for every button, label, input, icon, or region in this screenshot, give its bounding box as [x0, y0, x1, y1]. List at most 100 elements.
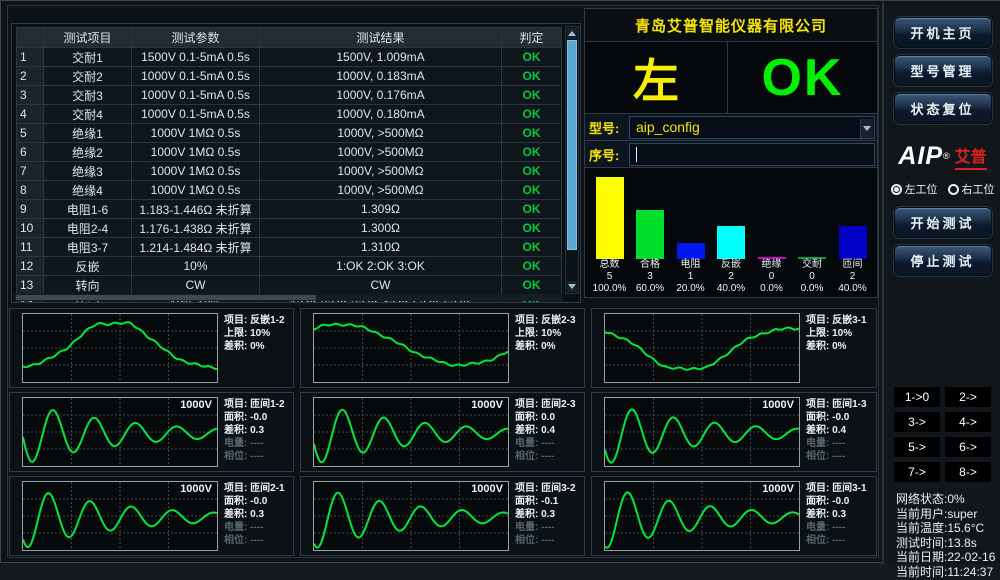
radio-button-icon — [947, 183, 959, 195]
table-row[interactable]: 12 反嵌 10% 1:OK 2:OK 3:OK OK — [16, 257, 562, 276]
voltage-label: 1000V — [471, 399, 503, 411]
wave-label-line: 面积: 0.0 — [515, 412, 556, 423]
bar-percent-label: 100.0% — [592, 283, 627, 294]
serial-row: 序号: — [584, 141, 878, 168]
table-cell: 13 — [16, 276, 44, 295]
table-row[interactable]: 13 转向 CW CW OK — [16, 276, 562, 295]
company-title: 青岛艾普智能仪器有限公司 — [584, 8, 878, 42]
bar — [838, 226, 867, 259]
bar-count-label: 0 — [768, 271, 775, 282]
status-reset-button[interactable]: 状态复位 — [893, 93, 992, 124]
table-cell: 1 — [16, 48, 44, 67]
chevron-down-icon — [863, 125, 871, 131]
model-value: aip_config — [636, 119, 700, 135]
serial-input[interactable] — [629, 142, 875, 166]
vertical-scrollbar[interactable] — [565, 26, 579, 294]
wave-label-line: 差积: 0% — [515, 341, 556, 352]
info-panel: 青岛艾普智能仪器有限公司 左 OK 型号: aip_config 序号: — [584, 8, 878, 298]
table-row[interactable]: 10 电阻2-4 1.176-1.438Ω 未折算 1.300Ω OK — [16, 219, 562, 238]
wave-label-line: 项目: 匝间3-1 — [806, 483, 867, 494]
bar-count-label: 2 — [849, 271, 856, 282]
wave-labels: 项目: 匝间1-3 面积: -0.0 差积: 0.4 电量: ---- 相位: ---- — [800, 397, 874, 467]
home-button[interactable]: 开机主页 — [893, 17, 992, 48]
text-caret — [636, 146, 637, 162]
test-table-panel: 测试项目 测试参数 测试结果 判定 1 交耐1 1500V 0.1-5mA 0.5s 150… — [11, 23, 581, 303]
bar-count-label: 5 — [606, 271, 613, 282]
scroll-up-button[interactable] — [567, 28, 577, 39]
radio-right-station[interactable]: 右工位 — [947, 181, 995, 197]
wave-label-line: 面积: -0.0 — [224, 412, 268, 423]
status-line: 测试时间:13.8s — [896, 535, 977, 550]
table-row[interactable]: 2 交耐2 1000V 0.1-5mA 0.5s 1000V, 0.183mA OK — [16, 67, 562, 86]
table-cell: 2 — [16, 67, 44, 86]
wave-label-line: 项目: 匝间3-2 — [515, 483, 576, 494]
results-chart-panel: 总数 5 100.0% 合格 3 60.0% 电阻 1 20.0% 反嵌 2 40.0% 绝缘 0 0.0%… — [584, 168, 878, 298]
aip-logo-cn: 艾普 — [954, 143, 987, 170]
wave-label-line: 差积: 0% — [806, 341, 847, 352]
aip-logo-text: AIP — [898, 141, 944, 170]
scrollbar-thumb[interactable] — [567, 40, 577, 250]
wave-label-line: 相位: ---- — [806, 451, 846, 462]
table-cell: OK — [502, 48, 562, 67]
table-cell: 电阻3-7 — [44, 238, 132, 257]
table-cell: 10 — [16, 219, 44, 238]
table-row[interactable]: 7 绝缘3 1000V 1MΩ 0.5s 1000V, >500MΩ OK — [16, 162, 562, 181]
station-indicator: 左 — [585, 42, 728, 113]
table-row[interactable]: 3 交耐3 1000V 0.1-5mA 0.5s 1000V, 0.176mA OK — [16, 86, 562, 105]
table-cell: 1.176-1.438Ω 未折算 — [132, 219, 260, 238]
bar-percent-label: 20.0% — [676, 283, 705, 294]
wave-label-line: 面积: -0.0 — [224, 496, 268, 507]
wave-panel: 项目: 反嵌1-2 上限: 10% 差积: 0% — [9, 308, 294, 388]
table-row[interactable]: 9 电阻1-6 1.183-1.446Ω 未折算 1.309Ω OK — [16, 200, 562, 219]
table-cell: OK — [502, 105, 562, 124]
start-test-button[interactable]: 开始测试 — [893, 207, 992, 238]
table-cell: 7 — [16, 162, 44, 181]
wave-label-line: 项目: 反嵌3-1 — [806, 315, 867, 326]
table-row[interactable]: 8 绝缘4 1000V 1MΩ 0.5s 1000V, >500MΩ OK — [16, 181, 562, 200]
wave-plot — [313, 313, 509, 383]
relay-cell: 3-> — [894, 412, 940, 432]
wave-label-line: 差积: 0.4 — [515, 425, 556, 436]
wave-plot: 1000V — [313, 481, 509, 551]
table-cell: 1000V, 0.183mA — [260, 67, 502, 86]
radio-left-station[interactable]: 左工位 — [890, 181, 938, 197]
table-cell: OK — [502, 257, 562, 276]
bar-slot: 电阻 1 20.0% — [671, 173, 710, 295]
wave-label-line: 项目: 反嵌1-2 — [224, 315, 285, 326]
bar-count-label: 2 — [728, 271, 734, 282]
table-row[interactable]: 4 交耐4 1000V 0.1-5mA 0.5s 1000V, 0.180mA OK — [16, 105, 562, 124]
triangle-up-icon — [568, 31, 576, 36]
stop-test-button[interactable]: 停止测试 — [893, 245, 992, 276]
table-cell: 8 — [16, 181, 44, 200]
wave-panel: 项目: 反嵌2-3 上限: 10% 差积: 0% — [300, 308, 585, 388]
bar-category-label: 反嵌 — [721, 259, 741, 270]
wave-label-line: 上限: 10% — [224, 328, 271, 339]
wave-label-line: 项目: 匝间2-1 — [224, 483, 285, 494]
horizontal-scrollbar[interactable] — [14, 294, 562, 301]
table-cell: 1000V, >500MΩ — [260, 124, 502, 143]
wave-label-line: 电量: ---- — [806, 438, 846, 449]
bar-category-label: 匝间 — [842, 259, 863, 270]
table-cell: 12 — [16, 257, 44, 276]
table-row[interactable]: 6 绝缘2 1000V 1MΩ 0.5s 1000V, >500MΩ OK — [16, 143, 562, 162]
horizontal-scrollbar-thumb[interactable] — [16, 295, 316, 300]
table-row[interactable]: 5 绝缘1 1000V 1MΩ 0.5s 1000V, >500MΩ OK — [16, 124, 562, 143]
table-cell: 电阻1-6 — [44, 200, 132, 219]
status-block: 网络状态:0% 当前用户:super 当前温度:15.6°C 测试时间:13.8s 当前… — [896, 492, 1000, 580]
model-combobox[interactable]: aip_config — [629, 115, 875, 139]
wave-label-line: 项目: 匝间1-3 — [806, 399, 867, 410]
wave-plot: 1000V — [604, 481, 800, 551]
combo-dropdown-button[interactable] — [860, 118, 873, 138]
wave-trace — [314, 493, 508, 548]
scroll-down-button[interactable] — [567, 281, 577, 292]
wave-label-line: 差积: 0.3 — [224, 425, 265, 436]
triangle-down-icon — [568, 284, 576, 289]
wave-label-line: 项目: 匝间1-2 — [224, 399, 285, 410]
wave-labels: 项目: 匝间1-2 面积: -0.0 差积: 0.3 电量: ---- 相位: ---- — [218, 397, 291, 467]
table-row[interactable]: 11 电阻3-7 1.214-1.484Ω 未折算 1.310Ω OK — [16, 238, 562, 257]
model-manage-button[interactable]: 型号管理 — [893, 55, 992, 86]
table-cell: OK — [502, 238, 562, 257]
wave-label-line: 相位: ---- — [515, 535, 555, 546]
wave-panel: 1000V 项目: 匝间3-2 面积: -0.1 差积: 0.3 电量: ---- 相位… — [300, 476, 585, 556]
table-row[interactable]: 1 交耐1 1500V 0.1-5mA 0.5s 1500V, 1.009mA OK — [16, 48, 562, 67]
